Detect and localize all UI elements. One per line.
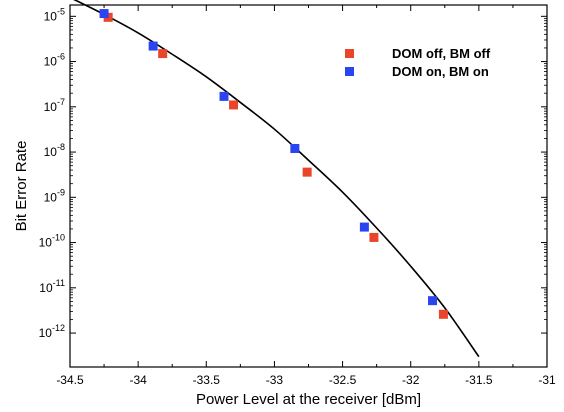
x-tick-label: -31 xyxy=(538,373,556,387)
y-tick-label: 10-5 xyxy=(44,6,65,23)
x-tick-label: -34 xyxy=(129,373,147,387)
data-point-dom-on xyxy=(359,222,369,232)
y-tick-label: 10-11 xyxy=(39,278,65,295)
data-point-dom-off xyxy=(369,232,379,242)
x-tick-label: -32.5 xyxy=(329,373,357,387)
y-tick-label: 10-10 xyxy=(39,233,65,250)
fit-curve-layer xyxy=(73,0,480,358)
legend-label: DOM off, BM off xyxy=(392,46,491,61)
data-point-dom-on xyxy=(290,143,300,153)
y-tick-label: 10-8 xyxy=(44,142,65,159)
data-point-dom-off xyxy=(438,309,448,319)
legend-marker xyxy=(345,49,354,58)
fit-curve xyxy=(73,0,480,358)
legend-marker xyxy=(345,67,354,76)
x-tick-label: -33.5 xyxy=(193,373,221,387)
data-point-dom-off xyxy=(158,49,168,59)
y-tick-label: 10-7 xyxy=(44,97,65,114)
x-axis-title: Power Level at the receiver [dBm] xyxy=(196,391,421,408)
y-tick-label: 10-6 xyxy=(44,52,65,69)
legend-label: DOM on, BM on xyxy=(392,64,489,79)
x-tick-label: -31.5 xyxy=(465,373,493,387)
data-point-dom-on xyxy=(148,41,158,51)
y-axis-title: Bit Error Rate xyxy=(13,141,30,232)
ticks-layer: -34.5 -34 -33.5 -33 -32.5 -32 -31.5 -31 10-5 10-6… xyxy=(39,5,556,387)
y-tick-label: 10-9 xyxy=(44,187,65,204)
legend: DOM off, BM off DOM on, BM on xyxy=(345,46,491,79)
x-tick-label: -34.5 xyxy=(56,373,84,387)
x-tick-label: -32 xyxy=(402,373,420,387)
x-tick-label: -33 xyxy=(266,373,284,387)
points-layer xyxy=(99,9,448,319)
data-point-dom-off xyxy=(302,167,312,177)
data-point-dom-off xyxy=(229,100,239,110)
data-point-dom-on xyxy=(99,9,109,19)
data-point-dom-on xyxy=(219,91,229,101)
data-point-dom-on xyxy=(428,296,438,306)
y-tick-label: 10-12 xyxy=(39,323,65,340)
